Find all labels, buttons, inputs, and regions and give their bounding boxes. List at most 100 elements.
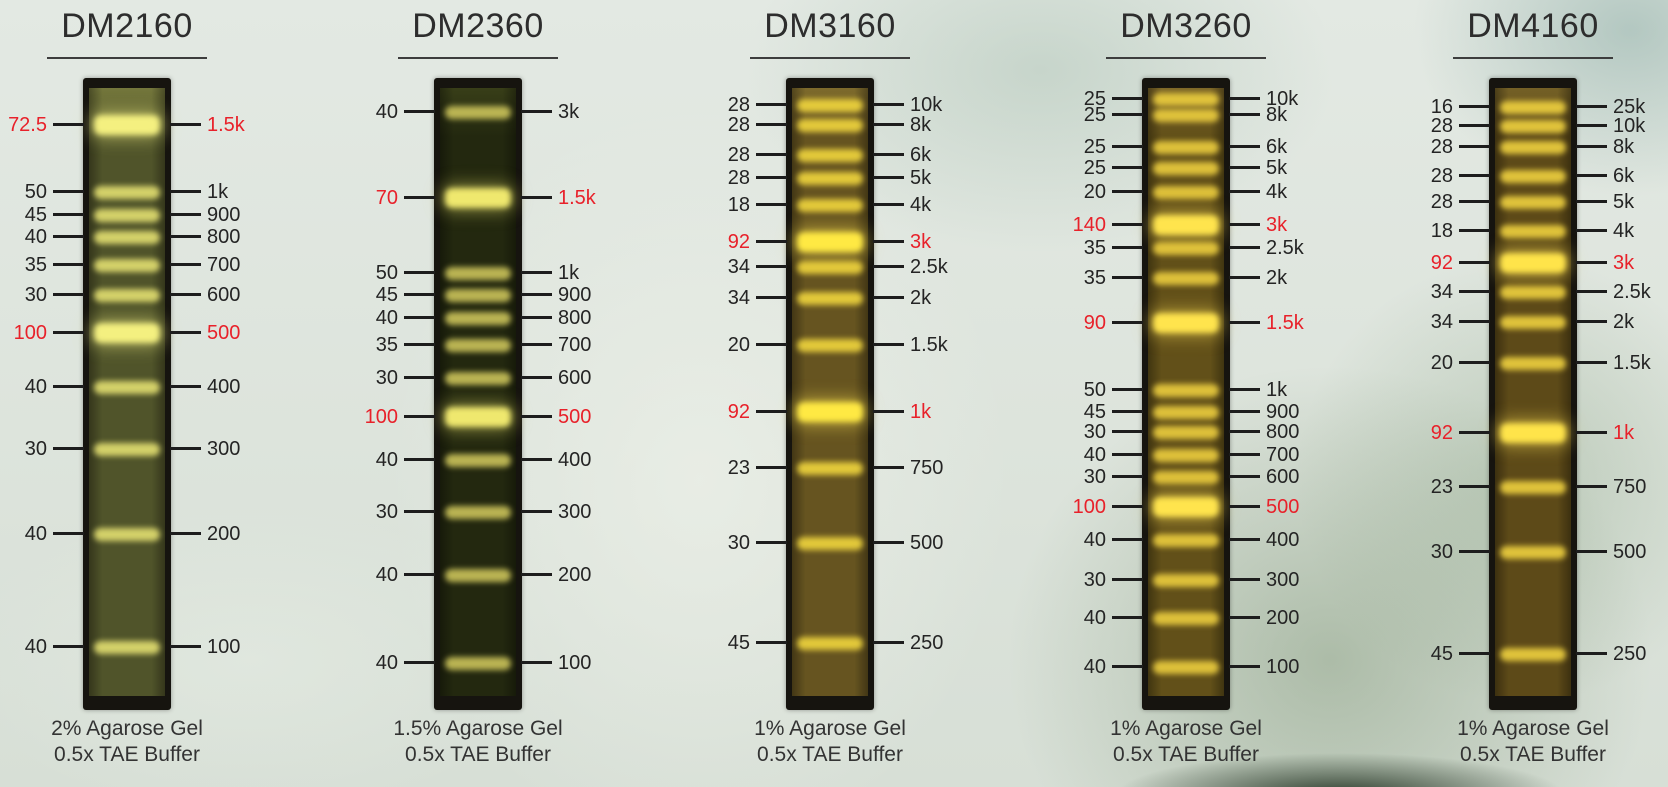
dna-band xyxy=(94,323,160,343)
dna-band xyxy=(797,260,863,274)
tick-line-right xyxy=(1229,453,1260,456)
band-size-label: 6k xyxy=(910,144,932,166)
dna-band xyxy=(94,185,160,199)
dna-band xyxy=(1500,140,1566,154)
band-amount-label: 45 xyxy=(727,632,750,654)
tick-line-right xyxy=(1576,361,1607,364)
tick-line-right xyxy=(1229,538,1260,541)
band-size-label: 2k xyxy=(910,287,932,309)
tick-line-left xyxy=(404,376,435,379)
band-size-label: 800 xyxy=(558,307,592,329)
tick-line-right xyxy=(521,343,552,346)
band-amount-label: 34 xyxy=(1430,281,1453,303)
title-underline xyxy=(1106,57,1266,59)
band-amount-label: 25 xyxy=(1083,104,1106,126)
tick-line-left xyxy=(53,213,84,216)
tick-line-right xyxy=(1576,431,1607,434)
tick-line-right xyxy=(1576,290,1607,293)
band-size-label: 700 xyxy=(1266,444,1300,466)
band-amount-label: 50 xyxy=(375,262,398,284)
tick-line-left xyxy=(1112,223,1143,226)
band-size-label: 400 xyxy=(1266,529,1300,551)
band-amount-label: 90 xyxy=(1083,312,1106,334)
band-amount-label: 28 xyxy=(1430,191,1453,213)
band-amount-label: 28 xyxy=(727,144,750,166)
gel-caption-line1: 1% Agarose Gel xyxy=(1457,717,1609,740)
dna-band xyxy=(445,371,511,385)
dna-band xyxy=(797,291,863,305)
tick-line-left xyxy=(756,296,787,299)
dna-band xyxy=(1500,545,1566,559)
dna-band xyxy=(1153,405,1219,419)
tick-line-left xyxy=(1112,113,1143,116)
dna-band xyxy=(94,230,160,244)
tick-line-right xyxy=(170,447,201,450)
tick-line-left xyxy=(53,190,84,193)
tick-line-left xyxy=(1459,229,1490,232)
tick-line-right xyxy=(1576,105,1607,108)
band-amount-label: 40 xyxy=(24,226,47,248)
band-amount-label: 140 xyxy=(1072,214,1106,236)
title-underline xyxy=(47,57,207,59)
band-amount-label: 30 xyxy=(24,438,47,460)
band-amount-label: 16 xyxy=(1430,96,1453,118)
dna-band xyxy=(445,266,511,280)
dna-band xyxy=(1153,140,1219,154)
tick-line-right xyxy=(1229,321,1260,324)
dna-band xyxy=(1500,195,1566,209)
tick-line-left xyxy=(756,203,787,206)
band-size-label: 5k xyxy=(910,167,932,189)
tick-line-left xyxy=(756,240,787,243)
tick-line-right xyxy=(170,190,201,193)
tick-line-right xyxy=(170,331,201,334)
dna-band xyxy=(94,640,160,654)
dna-band xyxy=(1153,383,1219,397)
gel-caption-line2: 0.5x TAE Buffer xyxy=(757,743,903,766)
gel-frame xyxy=(83,78,171,710)
tick-line-left xyxy=(404,415,435,418)
tick-line-left xyxy=(1459,431,1490,434)
tick-line-left xyxy=(1112,97,1143,100)
tick-line-left xyxy=(1459,485,1490,488)
tick-line-right xyxy=(1229,113,1260,116)
band-size-label: 6k xyxy=(1266,136,1288,158)
tick-line-right xyxy=(1576,229,1607,232)
tick-line-left xyxy=(404,458,435,461)
band-size-label: 8k xyxy=(1613,136,1635,158)
tick-line-right xyxy=(521,110,552,113)
tick-line-left xyxy=(404,343,435,346)
band-amount-label: 45 xyxy=(1083,401,1106,423)
tick-line-right xyxy=(1229,166,1260,169)
lane-title: DM4160 xyxy=(1467,7,1599,45)
dna-band xyxy=(1153,611,1219,625)
band-amount-label: 28 xyxy=(727,94,750,116)
dna-band xyxy=(1153,448,1219,462)
tick-line-right xyxy=(1229,665,1260,668)
band-amount-label: 92 xyxy=(727,401,750,423)
band-size-label: 900 xyxy=(1266,401,1300,423)
dna-band xyxy=(445,288,511,302)
dna-band xyxy=(445,188,511,208)
tick-line-left xyxy=(756,410,787,413)
band-amount-label: 40 xyxy=(375,564,398,586)
band-size-label: 5k xyxy=(1266,157,1288,179)
lane-title: DM3260 xyxy=(1120,7,1252,45)
band-size-label: 600 xyxy=(1266,466,1300,488)
tick-line-right xyxy=(521,510,552,513)
tick-line-left xyxy=(1112,321,1143,324)
dna-band xyxy=(1500,253,1566,273)
dna-band xyxy=(1500,423,1566,443)
tick-line-right xyxy=(873,176,904,179)
tick-line-right xyxy=(1229,475,1260,478)
dna-band xyxy=(1500,119,1566,133)
band-size-label: 500 xyxy=(558,406,592,428)
tick-line-left xyxy=(1459,200,1490,203)
band-amount-label: 18 xyxy=(727,194,750,216)
tick-line-left xyxy=(1459,320,1490,323)
band-amount-label: 40 xyxy=(24,636,47,658)
band-size-label: 1k xyxy=(910,401,932,423)
band-amount-label: 70 xyxy=(375,187,398,209)
dna-band xyxy=(797,118,863,132)
dna-band xyxy=(1153,241,1219,255)
tick-line-right xyxy=(170,385,201,388)
